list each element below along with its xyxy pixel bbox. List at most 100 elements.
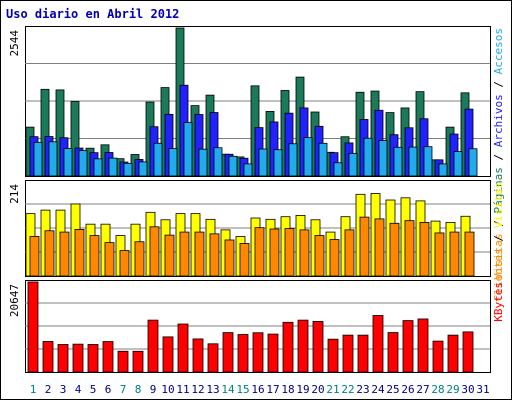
bar-clientes <box>374 218 385 277</box>
bar-archivos <box>273 149 283 177</box>
bar-archivos <box>243 163 253 177</box>
legend-separator: / <box>492 147 505 167</box>
legend-entry: Visitas <box>492 182 505 228</box>
x-tick-label: 24 <box>371 383 385 396</box>
bar-kbytes <box>192 338 204 373</box>
bar-kbytes <box>117 350 129 373</box>
bar-kbytes <box>102 341 114 373</box>
bar-kbytes <box>327 338 339 373</box>
right-legend: Visitas / Páginas / Archivos / Accesos <box>492 28 505 280</box>
bar-clientes <box>269 228 280 277</box>
x-tick-label: 15 <box>236 383 249 396</box>
bar-clientes <box>449 231 460 277</box>
chart-title: Uso diario en Abril 2012 <box>6 7 179 21</box>
bar-clientes <box>179 231 190 277</box>
legend-entry: Accesos <box>492 28 505 74</box>
x-tick-label: 17 <box>266 383 279 396</box>
bar-kbytes <box>312 321 324 373</box>
right-legend: KBytes <box>492 282 505 322</box>
bar-clientes <box>89 235 100 277</box>
bar-kbytes <box>282 321 294 373</box>
bar-clientes <box>419 222 430 277</box>
bar-kbytes <box>87 344 99 373</box>
bar-archivos <box>348 152 358 177</box>
bar-archivos <box>393 146 403 177</box>
bar-kbytes <box>27 281 39 373</box>
bar-archivos <box>33 141 43 177</box>
x-tick-label: 21 <box>326 383 339 396</box>
bar-archivos <box>228 155 238 177</box>
x-tick-label: 31 <box>476 383 489 396</box>
bar-archivos <box>318 142 328 177</box>
bar-clientes <box>209 233 220 277</box>
bar-clientes <box>119 250 130 277</box>
bar-archivos <box>303 137 313 177</box>
bar-clientes <box>254 227 265 277</box>
x-tick-label: 4 <box>75 383 82 396</box>
panel-kbytes: 20647 KBytes <box>8 280 505 373</box>
bar-clientes <box>134 241 145 277</box>
bar-archivos <box>438 163 448 177</box>
bar-kbytes <box>162 336 174 373</box>
x-tick-label: 12 <box>191 383 204 396</box>
x-tick-label: 18 <box>281 383 294 396</box>
bar-kbytes <box>177 323 189 373</box>
x-tick-label: 16 <box>251 383 264 396</box>
x-tick-label: 27 <box>416 383 429 396</box>
x-tick-label: 13 <box>206 383 219 396</box>
x-tick-label: 11 <box>176 383 189 396</box>
bar-clientes <box>194 231 205 277</box>
bar-clientes <box>434 232 445 277</box>
bar-clientes <box>149 226 160 277</box>
bar-clientes <box>299 229 310 277</box>
bar-kbytes <box>387 332 399 373</box>
x-tick-label: 29 <box>446 383 459 396</box>
bar-clientes <box>29 236 40 277</box>
bar-archivos <box>93 158 103 177</box>
bar-kbytes <box>267 333 279 373</box>
bar-kbytes <box>357 334 369 373</box>
x-tick-label: 26 <box>401 383 414 396</box>
bar-archivos <box>468 148 478 177</box>
x-tick-label: 7 <box>120 383 127 396</box>
x-tick-label: 23 <box>356 383 369 396</box>
bar-archivos <box>423 146 433 177</box>
bar-clientes <box>239 243 250 277</box>
y-max-label: 214 <box>8 184 21 204</box>
x-tick-label: 2 <box>45 383 52 396</box>
bar-archivos <box>213 147 223 177</box>
y-max-label: 20647 <box>8 284 21 317</box>
bar-archivos <box>123 162 133 177</box>
bar-archivos <box>288 143 298 177</box>
bar-clientes <box>284 228 295 277</box>
bar-clientes <box>164 234 175 277</box>
bar-archivos <box>258 148 268 177</box>
bar-archivos <box>63 148 73 177</box>
legend-entry: KBytes <box>492 282 505 322</box>
bar-kbytes <box>42 341 54 373</box>
y-max-label: 2544 <box>8 30 21 57</box>
bar-kbytes <box>207 343 219 373</box>
legend-entry: Páginas <box>492 167 505 213</box>
x-tick-label: 1 <box>30 383 37 396</box>
legend-entry: Archivos <box>492 94 505 147</box>
bar-archivos <box>198 148 208 177</box>
bar-clientes <box>359 216 370 277</box>
legend-separator: / <box>492 74 505 94</box>
x-tick-label: 14 <box>221 383 235 396</box>
x-tick-label: 8 <box>135 383 142 396</box>
bar-clientes <box>74 229 85 277</box>
bar-archivos <box>153 142 163 177</box>
x-tick-label: 3 <box>60 383 67 396</box>
legend-entry: Clientes <box>492 248 505 301</box>
bar-clientes <box>389 222 400 277</box>
x-tick-label: 22 <box>341 383 354 396</box>
bar-archivos <box>408 146 418 177</box>
x-tick-label: 5 <box>90 383 97 396</box>
panel-visits: 214 Clientes / Visitas <box>8 180 505 301</box>
bar-clientes <box>44 230 55 277</box>
bar-archivos <box>183 122 193 177</box>
bar-kbytes <box>402 320 414 373</box>
bar-archivos <box>108 157 118 177</box>
